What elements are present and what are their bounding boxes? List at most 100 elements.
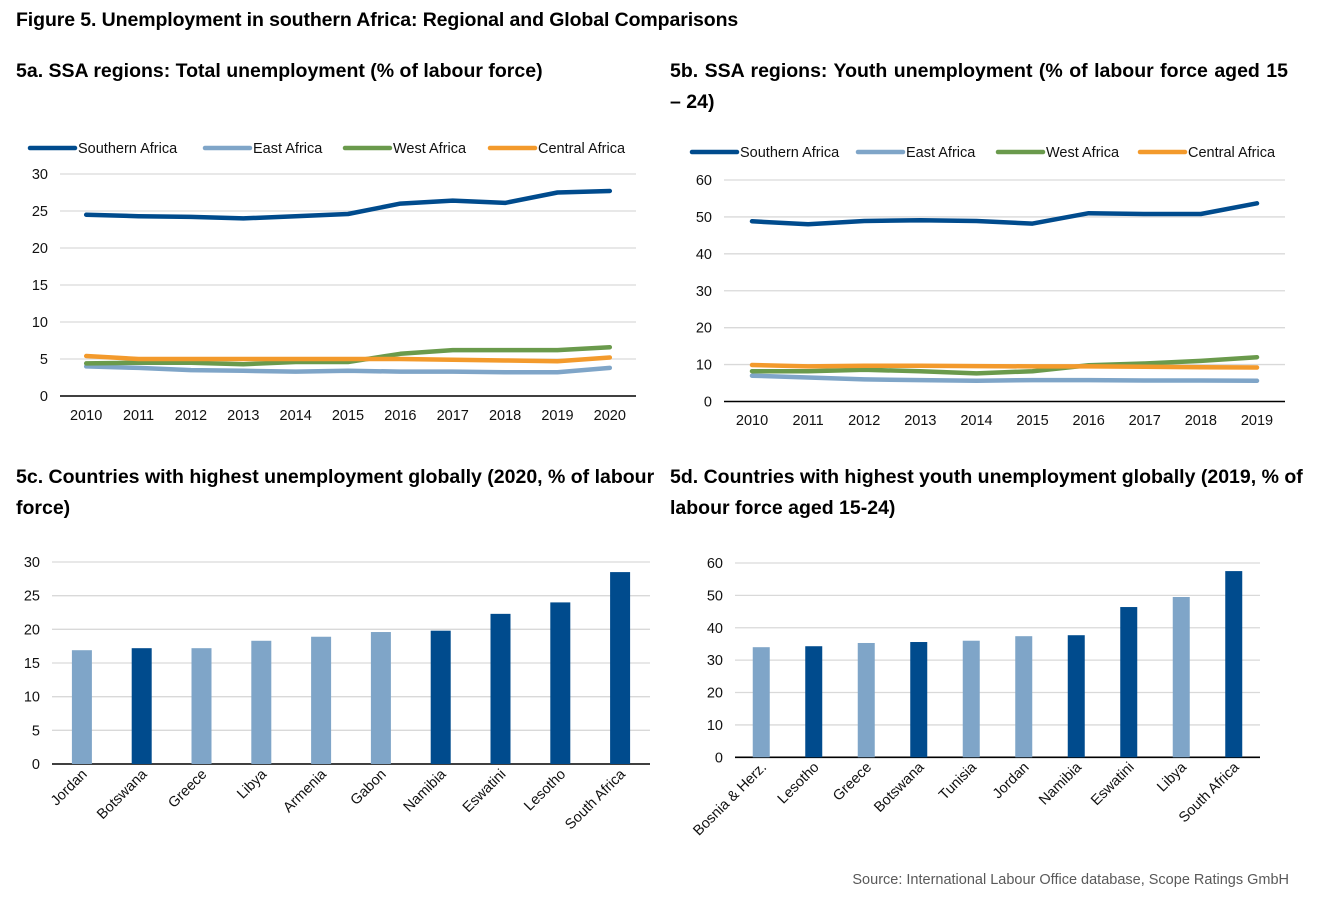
y-tick-label: 50 [707, 588, 723, 604]
bar-eswatini [490, 613, 511, 764]
legend-item: West Africa [995, 145, 1120, 161]
legend-item: East Africa [855, 145, 976, 161]
y-tick-label: 10 [696, 358, 712, 374]
x-category-label: Botswana [94, 766, 151, 823]
y-tick-label: 30 [707, 653, 723, 669]
bar-tunisia [962, 640, 980, 758]
bar-eswatini [1120, 607, 1138, 758]
legend-label: East Africa [253, 141, 323, 157]
y-tick-label: 30 [32, 167, 48, 183]
chart-5d: 0 10 20 30 40 50 60 Bosnia & Herz. Lesotho Greece… [690, 556, 1260, 839]
y-tick-label: 5 [40, 352, 48, 368]
legend-item: West Africa [342, 141, 467, 157]
y-tick-label: 60 [707, 556, 723, 572]
y-tick-label: 5 [32, 723, 40, 739]
series-line-southern-africa [83, 188, 613, 221]
x-tick-label: 2016 [1073, 413, 1105, 429]
bar-libya [251, 640, 272, 764]
x-tick-label: 2018 [1185, 413, 1217, 429]
bar-south-africa [610, 572, 631, 764]
x-category-label: Lesotho [521, 767, 569, 815]
x-tick-label: 2015 [1016, 413, 1048, 429]
y-tick-label: 0 [704, 395, 712, 411]
y-tick-label: 40 [696, 247, 712, 263]
y-tick-label: 10 [24, 690, 40, 706]
y-tick-label: 10 [32, 315, 48, 331]
x-tick-label: 2018 [489, 408, 521, 424]
bar-lesotho [805, 646, 823, 758]
x-category-label: Tunisia [936, 759, 981, 804]
x-tick-label: 2015 [332, 408, 364, 424]
x-tick-label: 2019 [1241, 413, 1273, 429]
x-category-label: Eswatini [1088, 760, 1137, 809]
x-tick-label: 2020 [594, 408, 626, 424]
y-tick-label: 25 [32, 204, 48, 220]
x-category-label: Jordan [48, 767, 91, 810]
legend-label: Central Africa [1188, 145, 1276, 161]
bar-jordan [71, 650, 92, 764]
legend-label: Central Africa [538, 141, 626, 157]
x-category-label: Libya [1154, 759, 1190, 795]
y-tick-label: 0 [715, 750, 723, 766]
x-tick-label: 2011 [123, 408, 154, 424]
y-tick-label: 60 [696, 173, 712, 189]
figure-title: Figure 5. Unemployment in southern Afric… [16, 9, 739, 31]
x-tick-label: 2011 [793, 413, 824, 429]
y-tick-label: 10 [707, 718, 723, 734]
x-tick-label: 2014 [280, 408, 312, 424]
chart-5d-title: 5d. Countries with highest youth unemplo… [670, 466, 1303, 519]
y-tick-label: 20 [24, 622, 40, 638]
x-tick-label: 2013 [227, 408, 259, 424]
chart-5b: 0 10 20 30 40 50 60 2010 2011 2012 2013 2014 2015 201… [689, 145, 1285, 429]
y-tick-label: 15 [32, 278, 48, 294]
bar-armenia [311, 636, 332, 764]
chart-5c: 0 5 10 15 20 25 30 Jordan Botswana Greece Libya Arm… [24, 555, 650, 833]
chart-5c-title: 5c. Countries with highest unemployment … [16, 466, 655, 519]
x-tick-label: 2014 [960, 413, 992, 429]
x-tick-label: 2013 [904, 413, 936, 429]
chart-5a: 0 5 10 15 20 25 30 2010 2011 2012 2013 2014 2015 2016… [27, 141, 636, 424]
series-line-southern-africa [749, 201, 1260, 227]
legend-label: Southern Africa [78, 141, 178, 157]
y-tick-label: 40 [707, 621, 723, 637]
legend-label: East Africa [906, 145, 976, 161]
source-note: Source: International Labour Office data… [852, 872, 1289, 888]
x-tick-label: 2016 [384, 408, 416, 424]
x-category-label: South Africa [562, 766, 629, 833]
x-category-label: Jordan [990, 760, 1033, 803]
legend-item: East Africa [202, 141, 323, 157]
y-tick-label: 15 [24, 656, 40, 672]
legend-item: Central Africa [487, 141, 626, 157]
y-tick-label: 0 [32, 757, 40, 773]
bar-namibia [1067, 635, 1085, 758]
chart-5b-title: 5b. SSA regions: Youth unemployment (% o… [670, 60, 1288, 113]
y-tick-label: 50 [696, 210, 712, 226]
bar-greece [191, 648, 212, 764]
x-category-label: Lesotho [775, 760, 823, 808]
legend-label: West Africa [1046, 145, 1120, 161]
x-category-label: Armenia [280, 766, 330, 816]
x-category-label: Namibia [1036, 759, 1086, 809]
bar-libya [1172, 597, 1190, 758]
y-tick-label: 20 [696, 321, 712, 337]
chart-5a-title: 5a. SSA regions: Total unemployment (% o… [16, 60, 543, 82]
x-tick-label: 2019 [541, 408, 573, 424]
bar-botswana [910, 642, 928, 758]
bar-jordan [1015, 636, 1033, 758]
legend-label: West Africa [393, 141, 467, 157]
x-category-label: Namibia [401, 766, 451, 816]
x-category-label: Gabon [348, 767, 390, 809]
series-line-west-africa [749, 354, 1260, 376]
x-category-label: Libya [234, 766, 270, 802]
x-category-label: Greece [830, 760, 875, 805]
y-tick-label: 20 [32, 241, 48, 257]
series-line-east-africa [83, 364, 613, 375]
x-tick-label: 2010 [736, 413, 768, 429]
bar-botswana [131, 648, 152, 764]
series-line-east-africa [749, 373, 1260, 384]
legend-label: Southern Africa [740, 145, 840, 161]
y-tick-label: 0 [40, 389, 48, 405]
x-tick-label: 2017 [437, 408, 469, 424]
y-tick-label: 30 [24, 555, 40, 571]
